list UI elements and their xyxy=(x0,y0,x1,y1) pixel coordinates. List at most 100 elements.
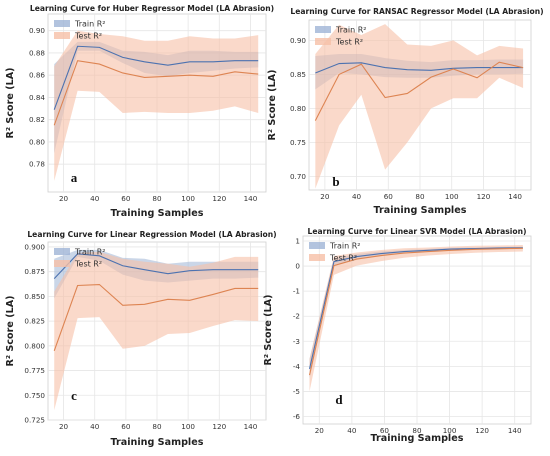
y-tick-label: 0.90 xyxy=(290,36,306,45)
y-tick-label: 0.825 xyxy=(24,317,45,326)
legend-swatch-test xyxy=(315,38,331,45)
x-axis-label: Training Samples xyxy=(111,437,204,448)
train-r2-line xyxy=(315,62,524,74)
legend-swatch-train xyxy=(315,26,331,33)
x-tick-label: 80 xyxy=(412,426,422,435)
y-tick-label: 1 xyxy=(295,237,300,246)
y-tick-label: 0.80 xyxy=(290,104,306,113)
y-tick-label: -4 xyxy=(293,362,301,371)
x-axis-label: Training Samples xyxy=(371,433,464,444)
x-tick-label: 140 xyxy=(244,422,258,431)
x-tick-label: 120 xyxy=(477,192,491,201)
test-r2-line xyxy=(53,60,259,126)
legend-label-test: Test R² xyxy=(329,254,357,263)
y-tick-label: 0.70 xyxy=(290,172,306,181)
legend-swatch-test xyxy=(309,254,325,261)
y-tick-label: -3 xyxy=(293,337,300,346)
y-tick-label: 0.90 xyxy=(29,26,45,35)
panel-letter: d xyxy=(335,392,343,407)
y-tick-label: 0.725 xyxy=(24,416,45,425)
y-tick-label: -6 xyxy=(293,412,301,421)
y-axis-label: R² Score (LA) xyxy=(5,295,16,366)
y-tick-label: 0.88 xyxy=(29,48,45,57)
x-tick-label: 100 xyxy=(181,194,195,203)
legend-label-test: Test R² xyxy=(74,260,102,269)
panel-letter: b xyxy=(332,174,339,189)
train-r2-line xyxy=(308,247,523,369)
test-confidence-band xyxy=(54,30,259,181)
x-tick-label: 20 xyxy=(59,422,69,431)
legend-label-train: Train R² xyxy=(74,248,106,257)
test-r2-line xyxy=(53,283,259,351)
y-tick-label: 0.78 xyxy=(29,160,45,169)
x-tick-label: 40 xyxy=(352,192,362,201)
panel-linear-regression: 20 40 60 80 100 120 140 0.725 0.750 0.775 0.800 0.8… xyxy=(5,230,277,448)
y-tick-label: 0.85 xyxy=(290,70,306,79)
x-axis-label: Training Samples xyxy=(111,208,204,219)
x-tick-label: 20 xyxy=(59,194,69,203)
legend-swatch-train xyxy=(54,20,70,27)
x-tick-label: 60 xyxy=(121,422,131,431)
legend-swatch-train xyxy=(54,248,70,255)
test-r2-line xyxy=(314,61,524,121)
x-tick-label: 120 xyxy=(212,194,226,203)
x-axis-label: Training Samples xyxy=(374,205,467,216)
chart-title: Learning Curve for Linear Regression Mod… xyxy=(27,230,276,239)
legend-label-test: Test R² xyxy=(74,32,102,41)
legend-swatch-test xyxy=(54,32,70,39)
legend-label-train: Train R² xyxy=(74,20,106,29)
legend: Train R² Test R² xyxy=(54,20,106,41)
panel-letter: a xyxy=(71,170,78,185)
y-tick-label: -2 xyxy=(293,312,300,321)
y-tick-label: 0.850 xyxy=(24,292,45,301)
test-confidence-band xyxy=(315,24,524,189)
x-tick-label: 140 xyxy=(508,192,522,201)
y-tick-label: -1 xyxy=(293,287,300,296)
x-tick-label: 20 xyxy=(315,426,325,435)
legend-label-test: Test R² xyxy=(335,38,363,47)
y-tick-label: 0.750 xyxy=(24,391,45,400)
x-tick-label: 120 xyxy=(212,422,226,431)
chart-title: Learning Curve for Huber Regressor Model… xyxy=(30,4,274,13)
y-axis-label: R² Score (LA) xyxy=(263,294,274,365)
panel-huber: 20 40 60 80 100 120 140 0.78 0.80 0.82 0.84 0.86 0.8… xyxy=(5,4,274,219)
legend: Train R² Test R² xyxy=(309,242,361,263)
y-tick-label: 0.86 xyxy=(29,71,45,80)
x-tick-label: 140 xyxy=(244,194,258,203)
chart-title: Learning Curve for RANSAC Regressor Mode… xyxy=(290,7,543,16)
y-tick-label: 0.80 xyxy=(29,137,45,146)
x-tick-label: 100 xyxy=(181,422,195,431)
y-tick-label: 0.900 xyxy=(24,242,45,251)
y-tick-label: 0 xyxy=(295,262,300,271)
y-tick-label: 0.875 xyxy=(24,267,45,276)
legend: Train R² Test R² xyxy=(315,26,367,47)
x-tick-label: 120 xyxy=(475,426,489,435)
x-tick-label: 60 xyxy=(384,192,394,201)
panel-letter: c xyxy=(71,388,77,403)
legend-label-train: Train R² xyxy=(335,26,367,35)
train-r2-line xyxy=(53,253,259,279)
x-tick-label: 100 xyxy=(443,426,457,435)
train-r2-line xyxy=(53,45,259,110)
test-r2-line xyxy=(308,247,523,376)
panel-ransac: 20 40 60 80 100 120 140 0.70 0.75 0.80 0.85 0.90 Tra… xyxy=(267,7,544,216)
x-tick-label: 20 xyxy=(320,192,330,201)
x-tick-label: 100 xyxy=(445,192,459,201)
y-tick-label: 0.800 xyxy=(24,341,45,350)
y-axis-label: R² Score (LA) xyxy=(5,67,16,138)
legend: Train R² Test R² xyxy=(54,248,106,269)
y-tick-label: 0.775 xyxy=(24,366,45,375)
legend-swatch-train xyxy=(309,242,325,249)
y-tick-label: 0.84 xyxy=(29,93,45,102)
legend-swatch-test xyxy=(54,260,70,267)
x-tick-label: 60 xyxy=(121,194,131,203)
y-tick-label: 0.82 xyxy=(29,115,45,124)
y-tick-label: -5 xyxy=(293,387,300,396)
legend-label-train: Train R² xyxy=(329,242,361,251)
x-tick-label: 140 xyxy=(508,426,522,435)
x-tick-label: 40 xyxy=(90,422,100,431)
x-tick-label: 80 xyxy=(152,422,162,431)
